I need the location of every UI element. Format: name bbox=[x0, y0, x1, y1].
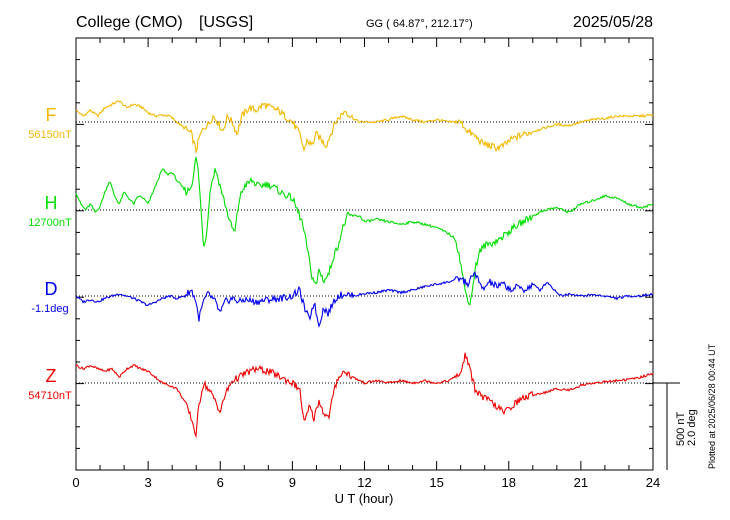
x-tick-label-9: 9 bbox=[289, 475, 296, 490]
geo-coordinates: GG ( 64.87°, 212.17°) bbox=[366, 18, 473, 30]
series-baseline-f: 56150nT bbox=[28, 129, 72, 141]
x-tick-label-0: 0 bbox=[72, 475, 79, 490]
series-baseline-h: 12700nT bbox=[28, 217, 72, 229]
x-tick-label-21: 21 bbox=[574, 475, 588, 490]
series-baseline-z: 54710nT bbox=[28, 390, 72, 402]
scale-label-deg: 2.0 deg bbox=[686, 409, 698, 446]
station-title: College (CMO) bbox=[76, 14, 183, 31]
x-tick-label-6: 6 bbox=[217, 475, 224, 490]
x-tick-label-15: 15 bbox=[429, 475, 443, 490]
baseline-grid bbox=[76, 121, 653, 384]
series-name-f: F bbox=[46, 105, 57, 125]
x-tick-labels: 0 3 6 9 12 15 18 21 24 bbox=[72, 475, 660, 490]
series-traces bbox=[75, 100, 654, 439]
plot-frame bbox=[75, 37, 654, 471]
series-line-f bbox=[75, 100, 654, 154]
series-line-z bbox=[75, 352, 654, 439]
tick-marks bbox=[75, 37, 654, 471]
x-tick-label-3: 3 bbox=[145, 475, 152, 490]
x-tick-label-24: 24 bbox=[646, 475, 660, 490]
x-tick-label-18: 18 bbox=[502, 475, 516, 490]
scale-label-nt: 500 nT bbox=[675, 411, 687, 446]
series-line-h bbox=[75, 156, 654, 306]
series-name-d: D bbox=[45, 279, 58, 299]
x-axis-label: U T (hour) bbox=[335, 491, 394, 506]
series-name-h: H bbox=[45, 193, 58, 213]
series-line-d bbox=[75, 271, 654, 329]
series-baseline-d: -1.1deg bbox=[31, 303, 68, 315]
series-name-z: Z bbox=[46, 366, 57, 386]
date-label: 2025/05/28 bbox=[573, 14, 653, 31]
plotted-note: Plotted at 2025/06/28 00:44 UT bbox=[707, 343, 717, 469]
x-tick-label-12: 12 bbox=[357, 475, 371, 490]
network-label: [USGS] bbox=[199, 14, 253, 31]
series-labels: F 56150nT H 12700nT D -1.1deg Z 54710nT bbox=[28, 105, 72, 402]
